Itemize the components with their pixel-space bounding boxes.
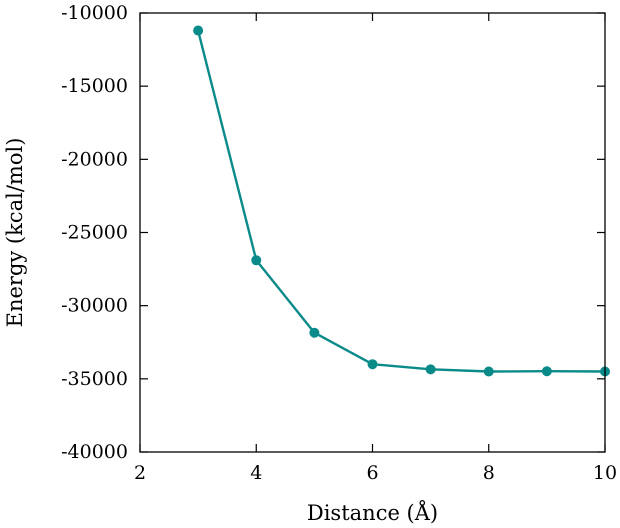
- plot-frame: [139, 12, 606, 453]
- series-line: [196, 30, 606, 373]
- data-point: [541, 366, 552, 377]
- data-point: [193, 25, 204, 36]
- y-tick-label: -25000: [61, 222, 128, 244]
- y-tick-label: -40000: [61, 441, 128, 463]
- x-tick-label: 2: [134, 462, 146, 484]
- data-point: [309, 327, 320, 338]
- x-tick-label: 6: [366, 462, 378, 484]
- y-tick-label: -10000: [61, 2, 128, 24]
- data-point: [425, 364, 436, 375]
- x-axis-label: Distance (Å): [307, 500, 438, 525]
- y-axis-label: Energy (kcal/mol): [3, 138, 27, 328]
- tick-labels: 2 4 6 8 10 -10000 -15000 -20000 -25000 -30000 -350…: [61, 2, 617, 484]
- y-tick-label: -20000: [61, 148, 128, 170]
- y-tick-label: -15000: [61, 75, 128, 97]
- y-tick-label: -35000: [61, 368, 128, 390]
- data-point: [483, 366, 494, 377]
- data-point: [251, 255, 262, 266]
- x-tick-label: 8: [483, 462, 495, 484]
- y-tick-label: -30000: [61, 295, 128, 317]
- x-tick-label: 4: [250, 462, 262, 484]
- x-tick-label: 10: [593, 462, 617, 484]
- series-layer: [193, 25, 610, 377]
- data-point: [367, 359, 378, 370]
